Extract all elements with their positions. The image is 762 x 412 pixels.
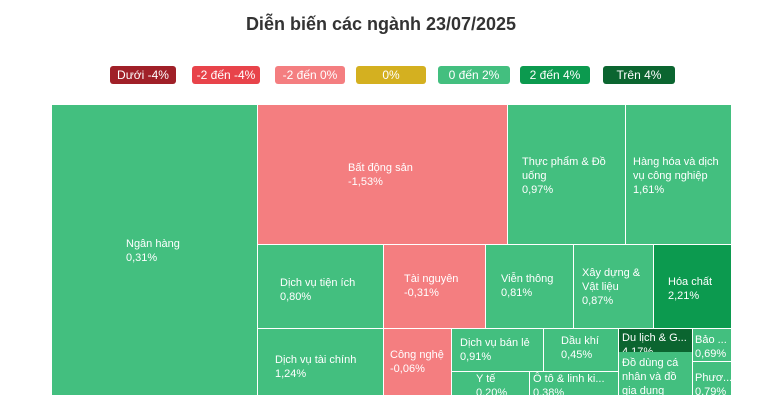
- treemap-tile[interactable]: Viễn thông 0,81%: [486, 245, 574, 329]
- legend-item[interactable]: 0%: [356, 66, 426, 84]
- sector-change: 1,61%: [633, 184, 665, 196]
- tile-label: Dịch vụ tài chính 1,24%: [275, 353, 380, 381]
- sector-name: Thực phẩm & Đồ uống: [522, 156, 606, 182]
- sector-name: Viễn thông: [501, 273, 554, 285]
- treemap-tile[interactable]: Ô tô & linh ki... 0,38%: [530, 372, 619, 396]
- tile-label: Bảo ... 0,69%: [695, 333, 731, 361]
- treemap-tile[interactable]: Công nghệ -0,06%: [384, 329, 452, 396]
- treemap-tile[interactable]: Phươ... 0,79%: [693, 362, 732, 396]
- sector-name: Dịch vụ tiện ích: [280, 277, 356, 289]
- tile-label: Dầu khí 0,45%: [561, 334, 616, 362]
- legend-item[interactable]: -2 đến 0%: [275, 66, 345, 84]
- sector-name: Du lịch & G...: [622, 332, 687, 344]
- sector-change: 1,24%: [275, 368, 307, 380]
- sector-name: Dịch vụ tài chính: [275, 354, 357, 366]
- treemap-tile[interactable]: Dịch vụ bán lẻ 0,91%: [452, 329, 544, 372]
- sector-name: Y tế: [476, 373, 496, 385]
- tile-label: Đồ dùng cá nhân và đồ gia dụng0,59%: [622, 356, 692, 396]
- sector-change: -0,31%: [404, 287, 439, 299]
- treemap-tile[interactable]: Đồ dùng cá nhân và đồ gia dụng0,59%: [619, 352, 693, 396]
- sector-name: Phươ...: [695, 372, 732, 384]
- legend-item[interactable]: 0 đến 2%: [438, 66, 510, 84]
- sector-name: Ô tô & linh ki...: [533, 373, 605, 385]
- sector-name: Hóa chất: [668, 276, 713, 288]
- tile-label: Hóa chất 2,21%: [668, 275, 730, 303]
- tile-label: Dịch vụ bán lẻ 0,91%: [460, 336, 542, 364]
- treemap-tile[interactable]: Dịch vụ tài chính 1,24%: [258, 329, 384, 396]
- sector-change: -0,06%: [390, 363, 425, 375]
- legend: Dưới -4% -2 đến -4% -2 đến 0% 0% 0 đến 2% 2 đ…: [0, 0, 762, 100]
- sector-name: Xây dựng & Vật liệu: [582, 267, 641, 293]
- tile-label: Ô tô & linh ki... 0,38%: [533, 372, 617, 396]
- sector-name: Hàng hóa và dịch vụ công nghiệp: [633, 156, 719, 182]
- tile-label: Công nghệ -0,06%: [390, 348, 450, 376]
- tile-label: Hàng hóa và dịch vụ công nghiệp 1,61%: [633, 155, 728, 197]
- sector-change: 0,45%: [561, 349, 593, 361]
- treemap-tile[interactable]: Dịch vụ tiện ích 0,80%: [258, 245, 384, 329]
- sector-name: Đồ dùng cá nhân và đồ gia dụng: [622, 357, 679, 396]
- tile-label: Xây dựng & Vật liệu 0,87%: [582, 266, 652, 308]
- treemap-tile[interactable]: Dầu khí 0,45%: [544, 329, 619, 372]
- sector-name: Dịch vụ bán lẻ: [460, 337, 530, 349]
- sector-change: 0,79%: [695, 386, 727, 396]
- treemap-tile[interactable]: Tài nguyên -0,31%: [384, 245, 486, 329]
- treemap-tile[interactable]: Bất động sản -1,53%: [258, 105, 508, 245]
- tile-label: Bất động sản -1,53%: [348, 161, 498, 189]
- sector-change: 2,21%: [668, 290, 700, 302]
- chart-title: Diễn biến các ngành 23/07/2025: [245, 14, 517, 34]
- treemap: Ngân hàng 0,31% Bất động sản -1,53% Thực phẩ…: [52, 105, 732, 396]
- sector-change: 0,91%: [460, 351, 492, 363]
- sector-change: 0,20%: [476, 387, 508, 396]
- sector-change: 0,87%: [582, 295, 614, 307]
- treemap-tile[interactable]: Y tế 0,20%: [452, 372, 530, 396]
- tile-label: Tài nguyên -0,31%: [404, 272, 484, 300]
- treemap-tile[interactable]: Thực phẩm & Đồ uống 0,97%: [508, 105, 626, 245]
- legend-item[interactable]: Dưới -4%: [110, 66, 176, 84]
- sector-change: 0,31%: [126, 252, 158, 264]
- tile-label: Phươ... 0,79%: [695, 371, 732, 396]
- tile-label: Dịch vụ tiện ích 0,80%: [280, 276, 380, 304]
- tile-label: Viễn thông 0,81%: [501, 272, 571, 300]
- legend-item[interactable]: -2 đến -4%: [192, 66, 260, 84]
- sector-change: 0,69%: [695, 348, 727, 360]
- sector-change: 0,38%: [533, 387, 565, 396]
- sector-name: Công nghệ: [390, 349, 444, 361]
- sector-change: 0,80%: [280, 291, 312, 303]
- legend-item[interactable]: Trên 4%: [603, 66, 675, 84]
- treemap-tile[interactable]: Bảo ... 0,69%: [693, 329, 732, 362]
- treemap-tile[interactable]: Hàng hóa và dịch vụ công nghiệp 1,61%: [626, 105, 732, 245]
- sector-name: Bất động sản: [348, 162, 413, 174]
- sector-change: -1,53%: [348, 176, 383, 188]
- sector-name: Ngân hàng: [126, 238, 180, 250]
- treemap-tile[interactable]: Hóa chất 2,21%: [654, 245, 732, 329]
- treemap-tile[interactable]: Xây dựng & Vật liệu 0,87%: [574, 245, 654, 329]
- sector-name: Bảo ...: [695, 334, 727, 346]
- sector-name: Tài nguyên: [404, 273, 459, 285]
- tile-label: Thực phẩm & Đồ uống 0,97%: [522, 155, 622, 197]
- legend-item[interactable]: 2 đến 4%: [520, 66, 590, 84]
- tile-label: Ngân hàng 0,31%: [126, 237, 246, 265]
- tile-label: Y tế 0,20%: [476, 372, 528, 396]
- sector-change: 0,81%: [501, 287, 533, 299]
- treemap-tile[interactable]: Ngân hàng 0,31%: [52, 105, 258, 396]
- sector-change: 0,97%: [522, 184, 554, 196]
- sector-name: Dầu khí: [561, 335, 599, 347]
